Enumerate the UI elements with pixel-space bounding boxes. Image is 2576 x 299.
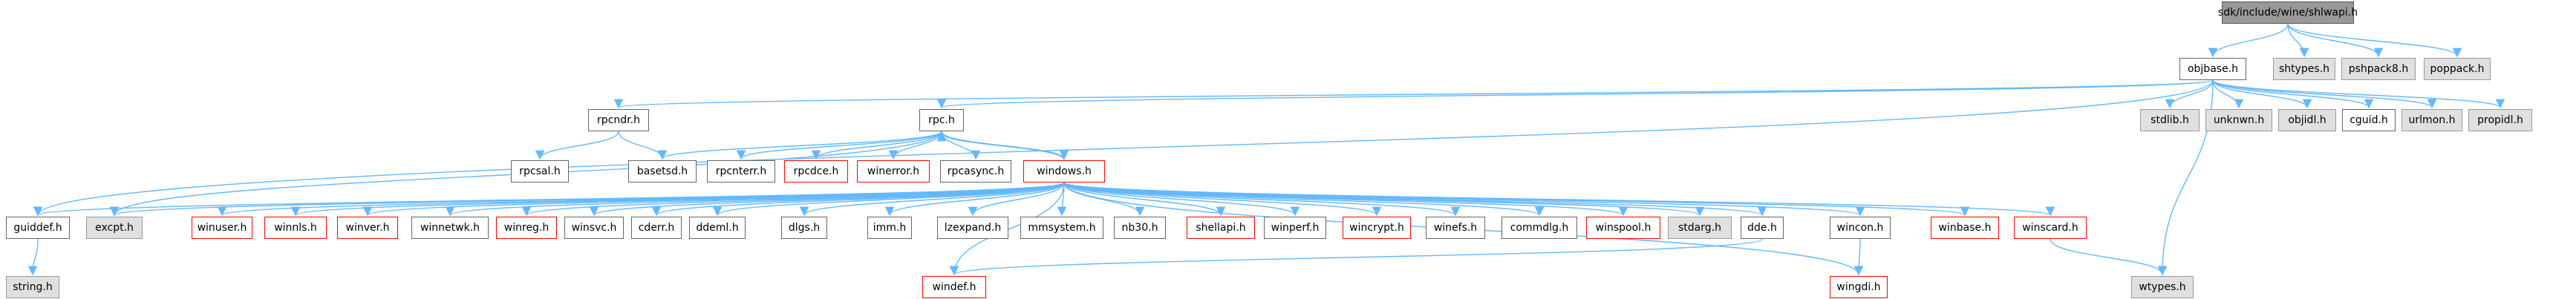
graph-node-wtypes[interactable]: wtypes.h <box>2131 276 2194 298</box>
graph-node-windef[interactable]: windef.h <box>922 276 986 298</box>
edge-windows-to-wincrypt <box>1063 182 1382 217</box>
edge-windows-to-imm <box>884 182 1065 217</box>
edge-rpcndr-to-rpcsal <box>535 131 619 160</box>
graph-node-winerror[interactable]: winerror.h <box>857 160 930 183</box>
graph-node-string[interactable]: string.h <box>6 276 59 298</box>
graph-node-winuser[interactable]: winuser.h <box>192 217 252 239</box>
edge-rpc-to-rpcdce <box>811 131 942 160</box>
edge-objbase-to-stdlib <box>2165 79 2214 109</box>
graph-node-rpcnterr[interactable]: rpcnterr.h <box>707 160 775 183</box>
edge-windows-to-commdlg <box>1063 182 1544 217</box>
edge-windows-to-cderr <box>651 182 1065 217</box>
graph-node-wingdi[interactable]: wingdi.h <box>1830 276 1888 298</box>
edge-rpc-to-rpcnterr <box>736 131 942 160</box>
graph-node-rpcsal[interactable]: rpcsal.h <box>511 160 569 183</box>
graph-node-mmsystem[interactable]: mmsystem.h <box>1020 217 1103 239</box>
graph-node-imm[interactable]: imm.h <box>867 217 912 239</box>
graph-node-winscard[interactable]: winscard.h <box>2014 217 2087 239</box>
graph-node-winspool[interactable]: winspool.h <box>1586 217 1660 239</box>
graph-node-cguid[interactable]: cguid.h <box>2342 109 2396 131</box>
edge-objbase-to-cguid <box>2212 79 2374 109</box>
edge-objbase-to-rpc <box>937 79 2214 109</box>
edge-dde-to-windef <box>950 238 1763 276</box>
edge-windows-to-lzexpand <box>968 182 1065 217</box>
edge-shlwapi-to-poppack <box>2287 23 2462 58</box>
graph-node-stdlib[interactable]: stdlib.h <box>2140 109 2200 131</box>
graph-node-rpc[interactable]: rpc.h <box>919 109 964 131</box>
graph-node-wincon[interactable]: wincon.h <box>1830 217 1891 239</box>
graph-node-pshpack8[interactable]: pshpack8.h <box>2341 58 2416 80</box>
edge-objbase-to-urlmon <box>2212 79 2437 109</box>
graph-node-winsvc[interactable]: winsvc.h <box>564 217 624 239</box>
graph-node-rpcndr[interactable]: rpcndr.h <box>588 109 649 131</box>
graph-node-poppack[interactable]: poppack.h <box>2424 58 2491 80</box>
edge-winscard-to-wtypes <box>2050 238 2168 276</box>
graph-node-winbase[interactable]: winbase.h <box>1931 217 1999 239</box>
edge-objbase-to-guiddef <box>33 79 2214 217</box>
edge-rpcndr-to-basetsd <box>618 131 668 160</box>
edge-objbase-to-unknwn <box>2212 79 2244 109</box>
edge-rpc-to-rpcasync <box>941 131 981 160</box>
graph-node-shellapi[interactable]: shellapi.h <box>1187 217 1255 239</box>
graph-node-objbase[interactable]: objbase.h <box>2179 58 2246 80</box>
graph-node-excpt[interactable]: excpt.h <box>86 217 143 239</box>
graph-node-winefs[interactable]: winefs.h <box>1426 217 1485 239</box>
edge-windows-to-winefs <box>1063 182 1461 217</box>
graph-node-dde[interactable]: dde.h <box>1741 217 1784 239</box>
graph-node-shlwapi[interactable]: sdk/include/wine/shlwapi.h <box>2218 1 2358 24</box>
edge-windows-to-windef <box>949 182 1065 276</box>
edge-objbase-to-objidl <box>2212 79 2312 109</box>
graph-node-shtypes[interactable]: shtypes.h <box>2273 58 2335 80</box>
graph-node-guiddef[interactable]: guiddef.h <box>6 217 70 239</box>
edge-rpc-to-windows <box>941 131 1069 160</box>
graph-node-winnetwk[interactable]: winnetwk.h <box>411 217 489 239</box>
graph-node-winreg[interactable]: winreg.h <box>496 217 557 239</box>
edge-wincon-to-wingdi <box>1853 238 1864 276</box>
edge-rpc-to-basetsd <box>657 131 942 160</box>
graph-node-winnls[interactable]: winnls.h <box>264 217 327 239</box>
graph-node-unknwn[interactable]: unknwn.h <box>2205 109 2272 131</box>
graph-node-dlgs[interactable]: dlgs.h <box>781 217 827 239</box>
edge-shlwapi-to-pshpack8 <box>2287 23 2384 58</box>
graph-node-winver[interactable]: winver.h <box>337 217 398 239</box>
edge-windows-to-rpc <box>936 131 1065 161</box>
edge-objbase-to-rpcndr <box>615 79 2214 109</box>
graph-node-rpcasync[interactable]: rpcasync.h <box>940 160 1011 183</box>
edge-objbase-to-propidl <box>2212 79 2505 109</box>
edge-windows-to-winscard <box>1063 182 2055 217</box>
edge-shlwapi-to-shtypes <box>2287 23 2309 58</box>
graph-node-cderr[interactable]: cderr.h <box>631 217 682 239</box>
graph-node-nb30[interactable]: nb30.h <box>1114 217 1166 239</box>
edge-shlwapi-to-objbase <box>2208 23 2289 58</box>
graph-node-basetsd[interactable]: basetsd.h <box>628 160 697 183</box>
graph-node-lzexpand[interactable]: lzexpand.h <box>937 217 1008 239</box>
graph-node-windows[interactable]: windows.h <box>1023 160 1105 183</box>
edge-windows-to-ddeml <box>712 182 1065 217</box>
graph-node-ddeml[interactable]: ddeml.h <box>689 217 746 239</box>
graph-node-propidl[interactable]: propidl.h <box>2468 109 2532 131</box>
graph-node-rpcdce[interactable]: rpcdce.h <box>784 160 848 183</box>
graph-node-objidl[interactable]: objidl.h <box>2278 109 2336 131</box>
edge-windows-to-winperf <box>1063 182 1300 217</box>
graph-node-commdlg[interactable]: commdlg.h <box>1501 217 1577 239</box>
graph-node-urlmon[interactable]: urlmon.h <box>2401 109 2462 131</box>
graph-node-winperf[interactable]: winperf.h <box>1264 217 1326 239</box>
graph-node-stdarg[interactable]: stdarg.h <box>1668 217 1732 239</box>
graph-node-wincrypt[interactable]: wincrypt.h <box>1343 217 1411 239</box>
edge-windows-to-dlgs <box>799 182 1065 217</box>
edge-windows-to-shellapi <box>1063 182 1226 217</box>
edge-windows-to-guiddef <box>33 182 1065 217</box>
edge-guiddef-to-string <box>27 238 39 276</box>
